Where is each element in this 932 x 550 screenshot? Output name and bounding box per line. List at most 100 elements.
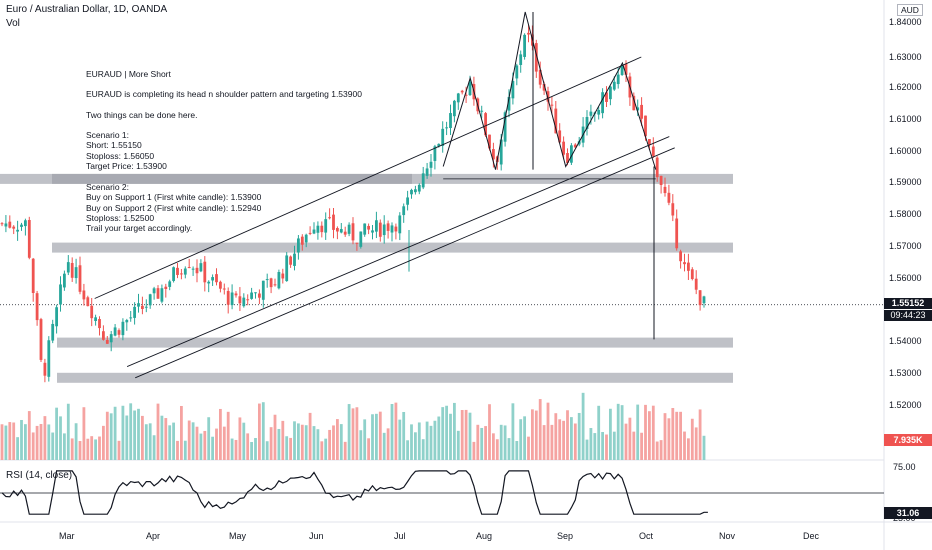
- month-tick: Oct: [639, 531, 654, 541]
- volume-bar: [453, 402, 456, 460]
- note-heading: EURAUD | More Short: [86, 69, 171, 79]
- volume-bar: [573, 423, 577, 460]
- price-tick: 1.84000: [889, 17, 922, 27]
- candle-body: [433, 146, 437, 161]
- candle-body: [152, 288, 156, 294]
- volume-bar: [55, 407, 58, 460]
- volume-bar: [445, 405, 448, 460]
- candle-body: [663, 186, 667, 194]
- volume-bar: [176, 440, 179, 460]
- candle-body: [293, 253, 296, 266]
- candle-body: [219, 281, 222, 289]
- candle-body: [238, 296, 242, 304]
- candle-body: [659, 175, 663, 186]
- volume-bar: [687, 438, 690, 460]
- candle-body: [605, 92, 608, 102]
- candle-body: [168, 281, 172, 287]
- volume-bar: [215, 428, 218, 460]
- candle-body: [382, 224, 386, 236]
- volume-bar: [406, 440, 409, 460]
- price-tick: 1.56000: [889, 273, 922, 283]
- volume-bar: [355, 407, 359, 460]
- head-shoulders-pattern: [442, 11, 657, 170]
- volume-bar: [429, 425, 433, 460]
- price-tick: 1.58000: [889, 209, 922, 219]
- volume-bar: [125, 415, 129, 460]
- volume-bar: [230, 438, 234, 460]
- volume-bar: [164, 418, 168, 460]
- candle-body: [492, 149, 495, 160]
- candle-body: [234, 293, 238, 296]
- volume-bar: [460, 410, 464, 460]
- volume-bar: [375, 413, 378, 460]
- volume-bar: [410, 424, 413, 460]
- candle-body: [55, 307, 58, 327]
- candle-body: [203, 261, 207, 283]
- volume-bar: [63, 433, 66, 460]
- volume-bar: [441, 407, 445, 460]
- volume-bar: [620, 405, 624, 460]
- note-s2-buy2: Buy on Support 2 (First white candle): 1…: [86, 203, 262, 213]
- candle-body: [386, 223, 390, 231]
- volume-bar: [433, 420, 437, 460]
- candle-body: [222, 288, 226, 290]
- volume-bar: [273, 414, 277, 460]
- candle-body: [199, 263, 203, 272]
- volume-bar: [277, 428, 281, 460]
- month-tick: Sep: [557, 531, 574, 541]
- candle-body: [24, 220, 27, 227]
- candle-body: [694, 278, 698, 290]
- volume-bar: [515, 441, 519, 460]
- volume-bar: [601, 432, 604, 460]
- currency-badge[interactable]: AUD: [897, 4, 923, 16]
- candle-body: [102, 331, 105, 340]
- candle-body: [109, 334, 113, 343]
- volume-bar: [47, 424, 51, 460]
- candle-body: [285, 255, 289, 282]
- volume-bar: [612, 431, 616, 460]
- volume-bar: [94, 439, 97, 460]
- volume-bar: [503, 425, 507, 460]
- volume-bar: [24, 424, 27, 460]
- rsi-line: [1, 470, 708, 515]
- candle-body: [281, 273, 285, 279]
- candle-body: [558, 130, 562, 143]
- volume-bar: [234, 439, 238, 460]
- candle-body: [554, 108, 558, 134]
- candle-body: [226, 291, 230, 305]
- volume-bar: [250, 441, 253, 460]
- candle-body: [160, 288, 164, 302]
- candle-body: [117, 330, 121, 335]
- volume-bar: [105, 411, 109, 460]
- candle-body: [398, 215, 402, 234]
- candle-body: [410, 189, 413, 195]
- volume-bar: [609, 408, 612, 460]
- candle-body: [425, 168, 429, 176]
- volume-bar: [562, 420, 565, 460]
- volume-bar: [702, 435, 706, 460]
- candle-body: [570, 145, 573, 163]
- candle-body: [698, 290, 702, 306]
- volume-bar: [663, 413, 667, 460]
- price-tick: 1.53000: [889, 368, 922, 378]
- candle-body: [620, 65, 624, 75]
- candle-body: [449, 113, 452, 129]
- volume-bar: [238, 417, 242, 460]
- price-tick: 1.59000: [889, 177, 922, 187]
- volume-bar: [289, 437, 292, 460]
- volume-bar: [402, 411, 406, 460]
- volume-bar: [242, 422, 246, 460]
- volume-bar: [98, 436, 101, 460]
- candle-body: [453, 100, 456, 117]
- candle-body: [215, 274, 218, 283]
- note-s1-title: Scenario 1:: [86, 130, 129, 140]
- candle-body: [406, 197, 409, 205]
- candle-body: [242, 297, 246, 307]
- volume-bar: [398, 419, 402, 460]
- candle-body: [269, 278, 273, 288]
- support-zone: [57, 337, 733, 348]
- candle-body: [180, 273, 183, 275]
- candle-body: [675, 218, 679, 249]
